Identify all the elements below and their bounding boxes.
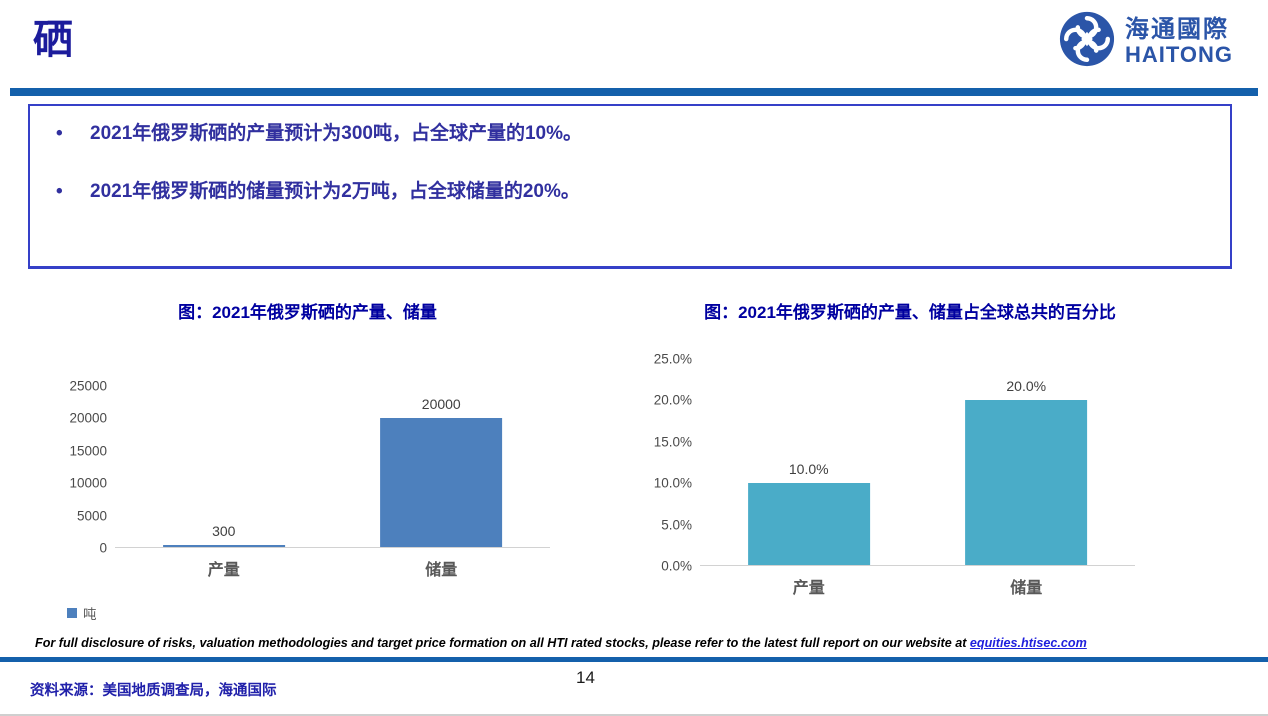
x-axis-labels: 产量 储量 xyxy=(115,556,550,580)
logo-cn-label: 海通國際 xyxy=(1125,16,1229,44)
y-tick-label: 20000 xyxy=(69,410,107,426)
y-tick-label: 0.0% xyxy=(661,558,692,574)
y-tick-label: 25.0% xyxy=(653,351,692,367)
bar-储量 xyxy=(965,400,1088,565)
bar-产量 xyxy=(162,545,285,547)
data-label: 20000 xyxy=(421,396,461,413)
page-title: 硒 xyxy=(33,18,73,62)
bar-slot: 20.0% xyxy=(918,359,1136,565)
summary-callout-box: • 2021年俄罗斯硒的产量预计为300吨，占全球产量的10%。 • 2021年… xyxy=(28,104,1232,269)
x-axis-label: 储量 xyxy=(425,562,458,579)
logo-en-label: HAITONG xyxy=(1125,41,1234,67)
legend-swatch-icon xyxy=(67,608,77,618)
x-axis-label: 产量 xyxy=(207,562,240,579)
bar-产量 xyxy=(747,482,870,565)
y-tick-label: 5.0% xyxy=(661,517,692,533)
footer-divider xyxy=(0,657,1268,662)
bullet-item-reserves: • 2021年俄罗斯硒的储量预计为2万吨，占全球储量的20%。 xyxy=(56,180,1212,204)
y-axis: 0 5000 10000 15000 20000 25000 xyxy=(55,379,107,556)
y-tick-label: 5000 xyxy=(76,508,107,524)
chart-title: 图：2021年俄罗斯硒的产量、储量 xyxy=(178,303,437,322)
chart-body: 0.0% 5.0% 10.0% 15.0% 20.0% 25.0% 10.0% 20.0% xyxy=(654,352,1135,574)
slide-bottom-edge xyxy=(0,714,1268,716)
bar-储量 xyxy=(380,418,503,547)
y-tick-label: 15.0% xyxy=(653,434,692,450)
y-tick-label: 10.0% xyxy=(653,475,692,491)
x-axis-labels: 产量 储量 xyxy=(700,574,1135,598)
data-label: 300 xyxy=(212,523,236,539)
bullet-item-production: • 2021年俄罗斯硒的产量预计为300吨，占全球产量的10%。 xyxy=(56,122,1212,146)
y-tick-label: 20.0% xyxy=(653,392,692,408)
chart-production-reserves: 图：2021年俄罗斯硒的产量、储量 0 5000 10000 15000 20000 25… xyxy=(55,298,560,622)
disclaimer-text: For full disclosure of risks, valuation … xyxy=(35,636,1235,650)
logo-text: 海通國際 HAITONG xyxy=(1125,17,1233,65)
disclaimer-body: For full disclosure of risks, valuation … xyxy=(35,636,970,650)
data-label: 20.0% xyxy=(1006,378,1047,395)
plot-area: 10.0% 20.0% xyxy=(700,359,1135,566)
y-tick-label: 25000 xyxy=(69,378,107,394)
data-label: 10.0% xyxy=(788,460,829,477)
y-axis: 0.0% 5.0% 10.0% 15.0% 20.0% 25.0% xyxy=(636,352,692,574)
bullet-text: 2021年俄罗斯硒的储量预计为2万吨，占全球储量的20%。 xyxy=(90,180,580,202)
y-tick-label: 10000 xyxy=(69,475,107,491)
y-tick-label: 0 xyxy=(99,540,107,556)
x-axis-label: 储量 xyxy=(1010,580,1043,597)
x-axis-label: 产量 xyxy=(792,580,825,597)
bullet-icon: • xyxy=(56,180,63,202)
chart-global-share-percent: 图：2021年俄罗斯硒的产量、储量占全球总共的百分比 0.0% 5.0% 10.0%… xyxy=(630,298,1190,598)
y-tick-label: 15000 xyxy=(69,443,107,459)
bullet-text: 2021年俄罗斯硒的产量预计为300吨，占全球产量的10%。 xyxy=(90,123,582,144)
disclaimer-link[interactable]: equities.htisec.com xyxy=(969,636,1087,650)
source-attribution: 资料来源：美国地质调查局，海通国际 xyxy=(30,683,277,699)
bar-slot: 10.0% xyxy=(700,359,918,565)
chart-title: 图：2021年俄罗斯硒的产量、储量占全球总共的百分比 xyxy=(704,303,1116,322)
bar-slot: 300 xyxy=(115,386,333,547)
legend-label: 吨 xyxy=(83,607,97,622)
plot-area: 300 20000 xyxy=(115,386,550,548)
haitong-logo: 海通國際 HAITONG xyxy=(1058,10,1233,73)
page-number: 14 xyxy=(576,668,595,687)
header-divider xyxy=(10,88,1258,96)
chart-body: 0 5000 10000 15000 20000 25000 300 20000 xyxy=(69,379,550,556)
bar-slot: 20000 xyxy=(333,386,551,547)
bullet-icon: • xyxy=(56,123,63,144)
haitong-emblem-icon xyxy=(1058,10,1116,73)
legend: 吨 xyxy=(67,603,97,623)
